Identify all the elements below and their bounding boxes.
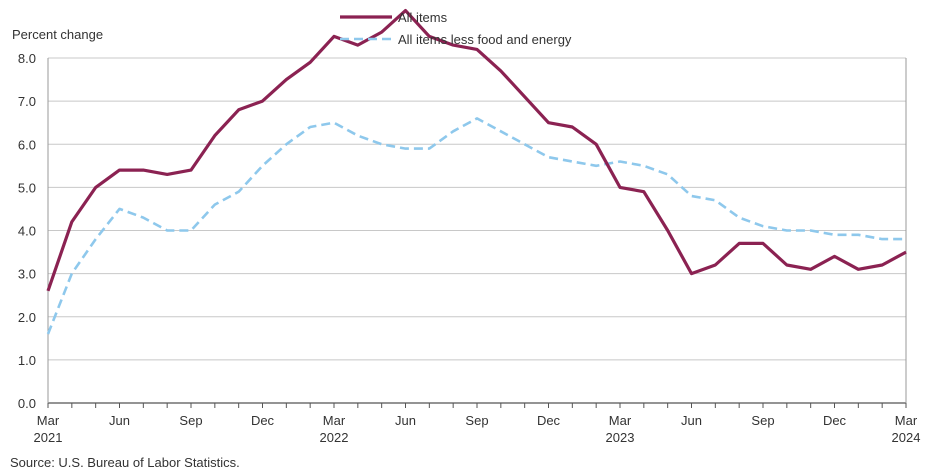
x-tick-label: Jun [681,413,702,428]
y-tick-label: 4.0 [18,224,36,239]
series-lines [46,9,907,335]
x-tick-label: Jun [395,413,416,428]
x-tick-label: Jun [109,413,130,428]
x-tick-label: Dec [537,413,561,428]
x-tick-label: Dec [251,413,275,428]
legend-label: All items less food and energy [398,32,572,47]
legend: All items All items less food and energy [340,10,572,47]
y-tick-labels: 0.0 1.0 2.0 3.0 4.0 5.0 6.0 7.0 8.0 [18,51,36,411]
y-axis-label: Percent change [12,27,103,42]
x-tick-label: Dec [823,413,847,428]
x-tick-labels: Mar 2021 Jun Sep Dec Mar 2022 Jun Sep Dec Mar 2023 J… [34,413,921,445]
y-tick-label: 8.0 [18,51,36,66]
y-tick-label: 2.0 [18,310,36,325]
x-tick-year-label: 2024 [892,430,921,445]
series-line-all-items [46,9,907,292]
y-tick-label: 0.0 [18,396,36,411]
x-tick-label: Mar [895,413,918,428]
y-tick-label: 3.0 [18,267,36,282]
x-tick-label: Sep [179,413,202,428]
series-line-core [46,117,906,335]
y-tick-label: 1.0 [18,353,36,368]
y-tick-label: 5.0 [18,180,36,195]
y-tick-label: 7.0 [18,94,36,109]
legend-label: All items [398,10,448,25]
x-tick-label: Sep [751,413,774,428]
y-tick-label: 6.0 [18,137,36,152]
x-tick-label: Mar [37,413,60,428]
x-tick-label: Mar [609,413,632,428]
x-tick-year-label: 2021 [34,430,63,445]
x-tick-year-label: 2022 [320,430,349,445]
x-tick-label: Mar [323,413,346,428]
source-note: Source: U.S. Bureau of Labor Statistics. [10,455,240,470]
x-tick-year-label: 2023 [606,430,635,445]
x-tick-label: Sep [465,413,488,428]
grid-lines [47,57,907,408]
